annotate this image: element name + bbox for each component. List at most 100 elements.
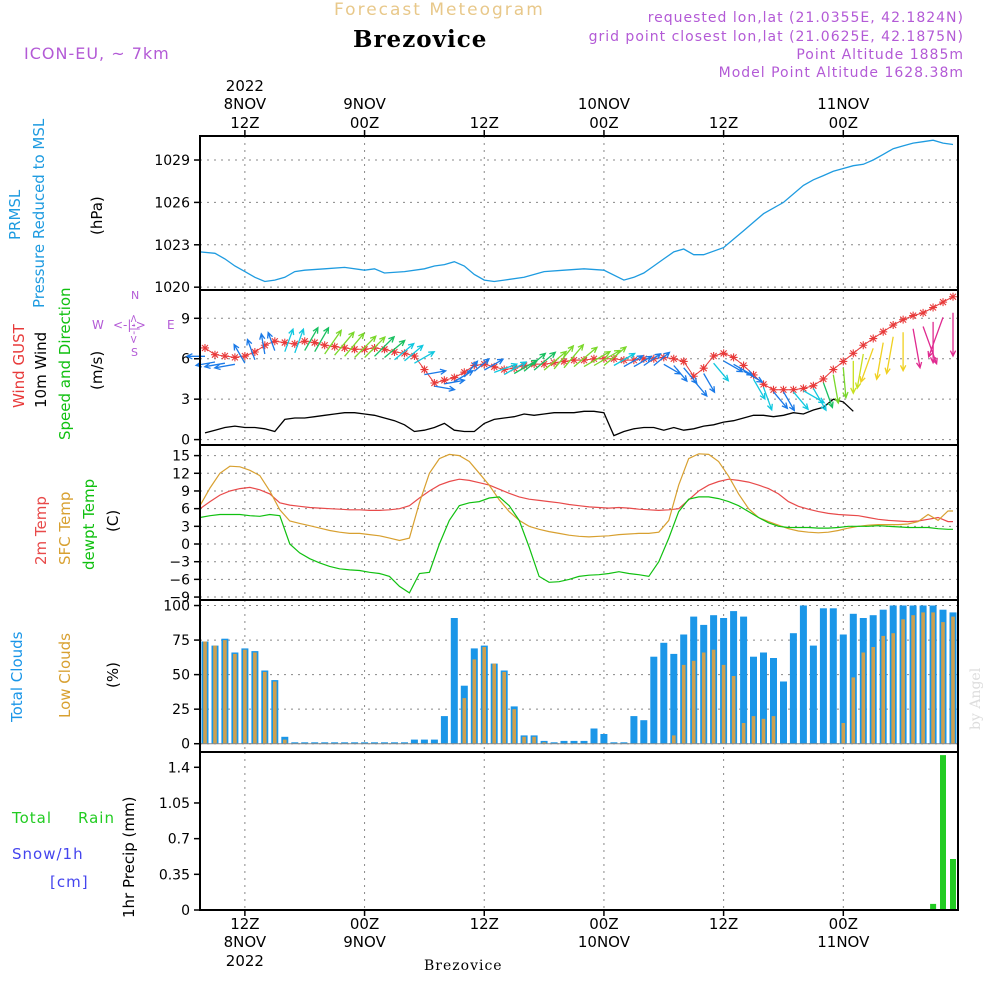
gust-marker — [550, 358, 559, 367]
compass-west: W — [92, 318, 104, 332]
total-cloud-bar — [450, 618, 458, 744]
wind-arrow — [812, 388, 827, 412]
top-date-label: 9NOV — [343, 95, 386, 113]
precip-rain-label: Rain — [78, 809, 115, 827]
total-cloud-bar — [610, 742, 618, 744]
wind-arrow — [404, 344, 424, 362]
total-cloud-bar — [620, 742, 628, 744]
dewpt-line — [199, 496, 953, 594]
low-cloud-bar — [273, 681, 277, 744]
gust-marker — [769, 385, 778, 394]
ytick-label-0-0: 1020 — [154, 280, 190, 296]
total-cloud-bar — [341, 742, 349, 744]
wind-arrow — [304, 326, 319, 351]
top-date-label: 8NOV — [224, 95, 267, 113]
gust-marker — [240, 352, 249, 361]
wind-arrow — [643, 352, 662, 367]
wind-arrow — [374, 335, 396, 357]
bottom-date-label: 11NOV — [817, 933, 870, 951]
low-cloud-bar — [243, 649, 247, 744]
gust-marker — [320, 341, 329, 350]
sfc-temp-line — [199, 453, 953, 542]
ytick-label-2-2: −3 — [169, 555, 190, 571]
total-cloud-bar — [311, 742, 319, 744]
total-cloud-bar — [770, 658, 777, 744]
wind-arrow — [523, 352, 547, 372]
total-cloud-bar — [410, 739, 418, 744]
wind-speed-line — [204, 398, 854, 437]
low-cloud-bar — [522, 736, 526, 744]
low-cloud-bar — [861, 652, 866, 744]
wind-arrow — [259, 332, 266, 355]
total-cloud-bar — [560, 740, 568, 744]
compass-horizontal-arrow: <-|-> — [113, 318, 146, 332]
bottom-hour-label: 12Z — [230, 915, 259, 933]
ytick-label-4-2: 0.7 — [168, 832, 190, 848]
gust-marker — [579, 356, 588, 365]
panel-frame-0 — [199, 135, 959, 291]
gust-marker — [330, 342, 339, 351]
gust-marker — [909, 311, 918, 320]
wind-arrow — [463, 360, 479, 378]
gust-marker — [929, 303, 938, 312]
total-cloud-bar — [550, 742, 558, 744]
wind-arrow — [782, 391, 796, 412]
total-cloud-bar — [829, 608, 837, 744]
model-altitude: Model Point Altitude 1628.38m — [718, 65, 964, 81]
low-cloud-bar — [203, 641, 207, 744]
ytick-label-0-1: 1023 — [154, 238, 190, 254]
wind-arrow — [563, 343, 585, 369]
gust-marker — [230, 353, 239, 362]
ytick-label-2-8: 15 — [172, 449, 190, 465]
wind-arrow — [842, 367, 849, 400]
gust-marker — [570, 356, 579, 365]
low-cloud-bar — [871, 647, 875, 744]
low-cloud-bar — [741, 723, 746, 744]
bottom-station-label: Brezovice — [424, 958, 503, 974]
ytick-label-4-1: 0.35 — [159, 867, 190, 883]
panel-frame-4 — [199, 751, 959, 911]
gust-marker — [220, 352, 229, 361]
gridpoint-coords: grid point closest lon,lat (21.0625E, 42… — [588, 29, 964, 45]
wind-arrow — [854, 353, 864, 390]
total-cloud-bar — [401, 742, 408, 744]
total-cloud-bar — [580, 740, 588, 744]
low-cloud-bar — [691, 660, 696, 744]
low-cloud-bar — [911, 615, 915, 744]
meteogram-title: Forecast Meteogram — [334, 0, 545, 20]
ytick-label-4-3: 1.05 — [159, 796, 190, 812]
gust-marker — [260, 341, 269, 350]
gust-marker — [839, 357, 848, 366]
low-cloud-bar — [492, 663, 496, 744]
wind-arrow — [213, 363, 236, 371]
wind-arrow — [444, 377, 466, 385]
wind-arrow — [743, 370, 764, 383]
gust-marker — [460, 368, 469, 377]
gust-marker — [390, 348, 399, 356]
gust-marker — [280, 338, 289, 347]
low-cloud-bar — [891, 633, 895, 744]
total-cloud-bar — [789, 633, 797, 744]
gust-marker — [210, 350, 219, 359]
low-cloud-bar — [701, 652, 706, 744]
gust-marker — [849, 349, 858, 358]
wind-arrow — [733, 363, 754, 376]
ytick-label-2-7: 12 — [172, 466, 190, 482]
ytick-label-1-3: 9 — [181, 311, 190, 327]
wind-arrow — [603, 346, 628, 366]
low-cloud-bar — [233, 653, 237, 744]
low-cloud-bar — [761, 718, 766, 744]
bottom-hour-label: 00Z — [589, 915, 618, 933]
precip-bar — [950, 859, 956, 910]
low-cloud-bar — [472, 659, 477, 744]
gust-marker — [829, 365, 838, 374]
precip-snow-label: Snow/1h — [12, 845, 84, 863]
wind-arrow — [185, 353, 205, 360]
gust-marker — [719, 349, 728, 358]
gust-marker — [270, 337, 279, 346]
total-cloud-bar — [351, 742, 359, 744]
wind-arrow — [334, 331, 355, 356]
gust-marker — [290, 339, 299, 348]
gust-marker — [599, 354, 608, 363]
